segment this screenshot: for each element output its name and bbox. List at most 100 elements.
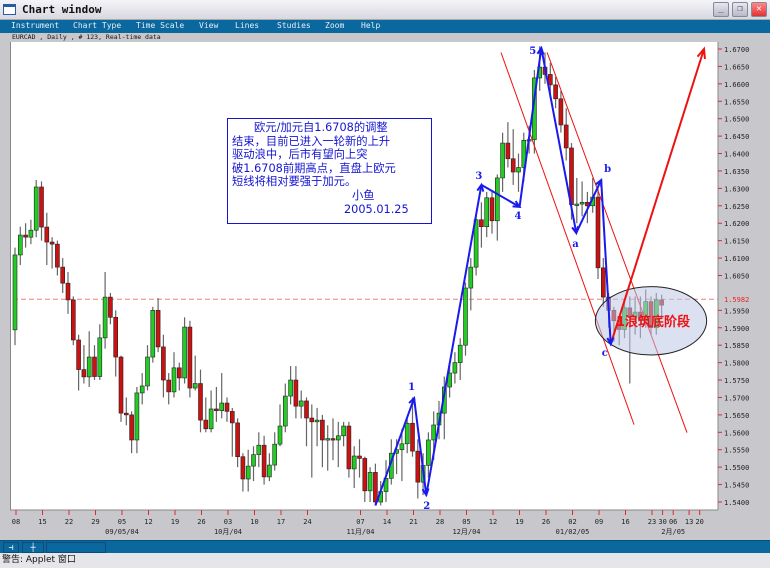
month-label: 10月/04: [214, 528, 242, 536]
month-label: 12月/04: [452, 528, 480, 536]
wave-label: 3: [475, 171, 482, 182]
crosshair-icon[interactable]: ┼: [22, 542, 44, 553]
menu-zoom[interactable]: Zoom: [325, 21, 345, 30]
candle-body: [452, 362, 458, 374]
candle-body: [182, 326, 187, 379]
date-tick-label: 23: [648, 518, 656, 526]
menu-instrument[interactable]: Instrument: [11, 21, 60, 30]
wave-label: a: [572, 239, 579, 250]
date-tick-label: 16: [621, 518, 629, 526]
analysis-note: 欧元/加元自1.6708的调整 结束，目前已进入一轮新的上升 驱动浪中，后市有望…: [227, 118, 432, 224]
arrowhead-icon: [696, 46, 706, 60]
menu-chart-type[interactable]: Chart Type: [73, 21, 122, 30]
candle-body: [457, 344, 463, 363]
wave-segment: [374, 397, 416, 506]
date-tick-label: 19: [171, 518, 179, 526]
candle-body: [23, 234, 28, 238]
candle-body: [267, 464, 272, 478]
candle-body: [245, 465, 251, 480]
pin-icon[interactable]: ⊣: [3, 542, 19, 553]
toolbar-field[interactable]: [46, 542, 106, 553]
wave-segment: [480, 184, 521, 208]
note-line: 破1.6708前期高点，直盘上欧元: [232, 161, 396, 175]
candle-body: [373, 472, 378, 503]
wave-label: 2: [423, 501, 430, 512]
minimize-icon[interactable]: _: [713, 2, 729, 17]
wave-label: 5: [529, 46, 536, 57]
price-tick-label: 1.6650: [724, 63, 749, 71]
date-tick-label: 06: [669, 518, 677, 526]
candle-body: [479, 219, 484, 228]
menu-time-scale[interactable]: Time Scale: [136, 21, 185, 30]
month-label: 2月/05: [661, 528, 685, 536]
candle-body: [288, 379, 293, 397]
close-icon[interactable]: ✕: [751, 2, 767, 17]
candle-body: [293, 379, 299, 407]
price-tick-label: 1.6700: [724, 46, 749, 54]
candle-body: [86, 356, 92, 378]
candlestick-chart: 1浪筑底阶段 1 2 3 4 5 a b c: [12, 45, 719, 512]
window-icon: [3, 4, 16, 15]
price-tick-label: 1.5650: [724, 412, 749, 420]
candle-body: [39, 186, 44, 228]
wave-segment: [600, 179, 612, 345]
candle-body: [33, 186, 39, 231]
date-tick-label: 26: [542, 518, 550, 526]
menu-view[interactable]: View: [199, 21, 219, 30]
candle-body: [187, 326, 193, 389]
candle-body: [219, 402, 224, 412]
wave-segment: [540, 47, 578, 234]
title-bar: Chart window _ ❐ ✕: [0, 0, 770, 20]
candle-body: [203, 419, 209, 430]
candle-body: [65, 282, 71, 301]
candle-body: [463, 287, 468, 346]
candle-body: [484, 197, 490, 228]
candle-body: [600, 267, 606, 298]
price-tick-label: 1.6400: [724, 151, 749, 159]
candle-body: [298, 400, 304, 407]
date-tick-label: 19: [515, 518, 523, 526]
menu-help[interactable]: Help: [361, 21, 381, 30]
date-tick-label: 26: [197, 518, 205, 526]
note-author: 小鱼: [352, 188, 375, 202]
date-tick-label: 22: [65, 518, 73, 526]
window-title: Chart window: [22, 3, 102, 16]
last-price-label: 1.5982: [724, 296, 749, 304]
candle-body: [134, 392, 140, 441]
note-line: 欧元/加元自1.6708的调整: [254, 121, 388, 134]
candle-body: [431, 424, 437, 441]
candle-body: [494, 177, 500, 222]
wave-label: 4: [515, 211, 522, 222]
restore-icon[interactable]: ❐: [732, 2, 748, 17]
candle-body: [553, 84, 558, 100]
note-line: 结束，目前已进入一轮新的上升: [232, 134, 391, 148]
chart-axes: 1.6700 1.6650 1.6600 1.6550 1.6500 1.6450 1.64…: [10, 42, 770, 536]
date-tick-label: 20: [695, 518, 703, 526]
candle-body: [171, 367, 177, 393]
price-tick-label: 1.6350: [724, 168, 749, 176]
price-tick-label: 1.5850: [724, 342, 749, 350]
candle-body: [404, 422, 410, 445]
candle-body: [367, 472, 373, 492]
menu-lines[interactable]: Lines: [235, 21, 260, 30]
candle-body: [330, 438, 336, 441]
candle-body: [351, 455, 357, 470]
price-axis: [718, 42, 770, 510]
candle-body: [44, 226, 50, 243]
candle-body: [208, 408, 214, 430]
month-label: 09/05/04: [105, 528, 139, 536]
candle-body: [97, 337, 103, 377]
candle-body: [55, 243, 60, 268]
candle-body: [71, 299, 76, 341]
date-tick-label: 08: [12, 518, 20, 526]
candle-body: [49, 241, 55, 245]
candle-body: [261, 444, 267, 478]
menu-studies[interactable]: Studies: [277, 21, 311, 30]
wave-segment: [575, 179, 603, 234]
ellipse-label: 1浪筑底阶段: [616, 314, 690, 330]
candle-body: [314, 419, 320, 423]
price-tick-label: 1.5550: [724, 447, 749, 455]
candle-body: [304, 400, 309, 419]
candle-body: [235, 422, 240, 457]
chart-plot-area[interactable]: 1浪筑底阶段 1 2 3 4 5 a b c 欧元/加元自1.6708的调整 结束，目前已进入一…: [10, 42, 719, 512]
